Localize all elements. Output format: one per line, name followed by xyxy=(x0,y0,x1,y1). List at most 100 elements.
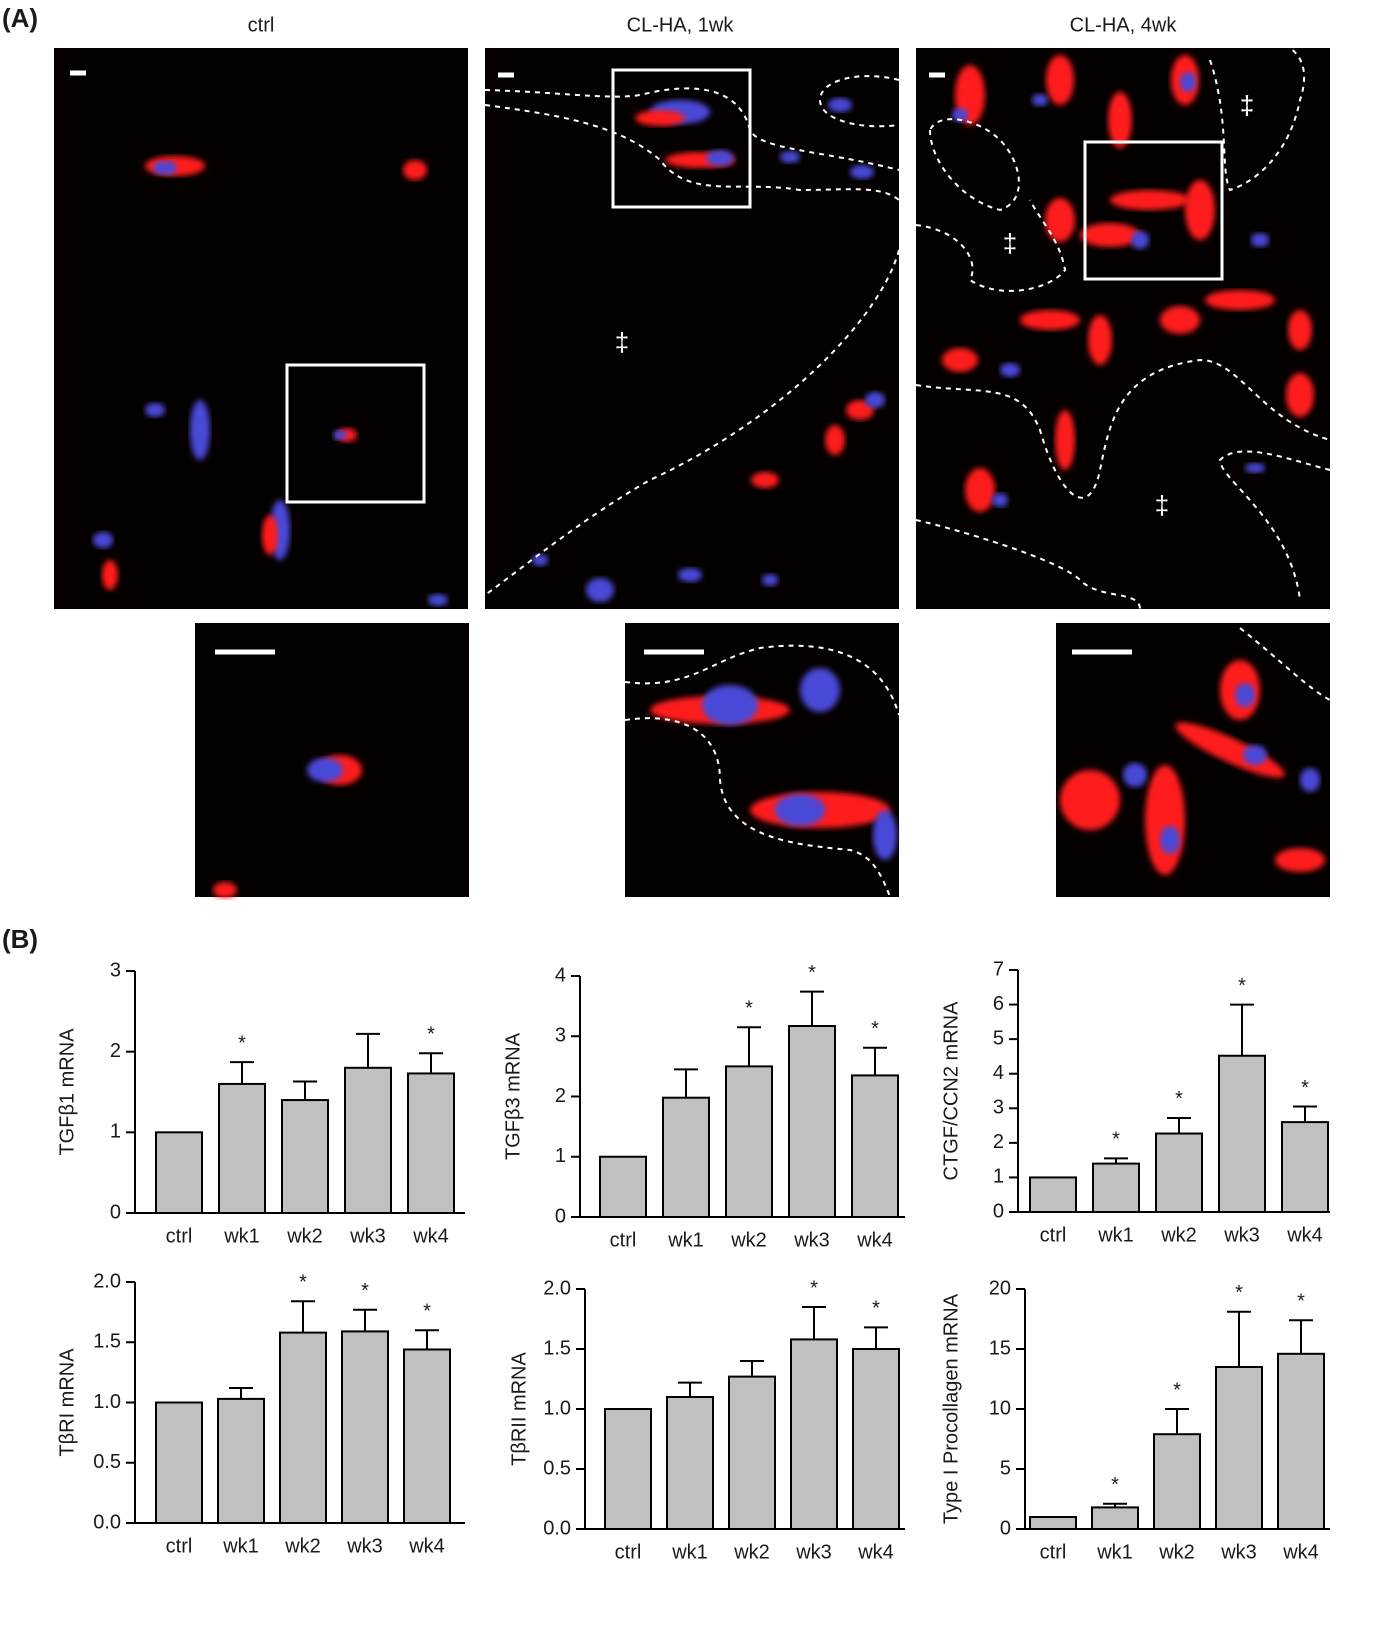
bar-chart: 0 1 2 3 TGFβ1 mRNA ctrl * wk1 wk2 wk3 * wk4 xyxy=(56,959,465,1247)
y-tick-label: 0.5 xyxy=(543,1457,571,1479)
bar xyxy=(155,1401,203,1524)
panel-label: (B) xyxy=(2,924,38,954)
dagger: ‡ xyxy=(1155,490,1169,520)
significance-mark: * xyxy=(1112,1129,1120,1151)
micrograph-inset xyxy=(195,623,469,898)
bar xyxy=(344,1066,392,1215)
x-tick-label: wk4 xyxy=(856,1229,893,1251)
micrograph-inset xyxy=(624,623,900,898)
significance-mark: * xyxy=(808,962,816,984)
x-tick-label: wk2 xyxy=(1160,1224,1197,1246)
y-tick-label: 1.0 xyxy=(93,1391,121,1413)
x-tick-label: wk3 xyxy=(1220,1541,1257,1563)
significance-mark: * xyxy=(810,1277,818,1299)
x-tick-label: wk1 xyxy=(667,1229,704,1251)
bar-chart: 0 1 2 3 4 TGFβ3 mRNA ctrl wk1 * wk2 * wk3 * wk4 xyxy=(502,962,905,1251)
y-tick-label: 1.5 xyxy=(93,1331,121,1353)
y-tick-label: 20 xyxy=(989,1277,1011,1299)
x-tick-label: ctrl xyxy=(166,1535,193,1557)
y-axis-label: TβRI mRNA xyxy=(56,1348,78,1457)
y-tick-label: 5 xyxy=(993,1027,1004,1049)
x-tick-label: wk3 xyxy=(349,1225,386,1247)
x-tick-label: wk1 xyxy=(223,1225,260,1247)
significance-mark: * xyxy=(361,1280,369,1302)
x-tick-label: wk2 xyxy=(286,1225,323,1247)
y-tick-label: 0 xyxy=(993,1200,1004,1222)
condition-label: ctrl xyxy=(248,14,275,36)
bar xyxy=(662,1096,710,1218)
significance-mark: * xyxy=(299,1272,307,1294)
significance-mark: * xyxy=(423,1300,431,1322)
bar xyxy=(279,1331,327,1524)
micrograph xyxy=(915,47,1331,610)
significance-mark: * xyxy=(1111,1474,1119,1496)
bar xyxy=(1029,1176,1077,1214)
y-tick-label: 0 xyxy=(1000,1517,1011,1539)
x-tick-label: wk1 xyxy=(671,1541,708,1563)
x-tick-label: wk3 xyxy=(1223,1224,1260,1246)
y-tick-label: 1 xyxy=(555,1145,566,1167)
x-tick-label: wk1 xyxy=(1097,1224,1134,1246)
bar xyxy=(666,1396,714,1530)
condition-label: CL-HA, 4wk xyxy=(1070,14,1178,36)
x-tick-label: wk4 xyxy=(1286,1224,1323,1246)
micrograph xyxy=(484,48,900,609)
bar xyxy=(1218,1054,1266,1214)
micrograph xyxy=(54,48,468,609)
bar xyxy=(155,1131,203,1215)
y-axis-label: TGFβ3 mRNA xyxy=(502,1032,524,1160)
x-tick-label: ctrl xyxy=(1040,1224,1067,1246)
significance-mark: * xyxy=(871,1018,879,1040)
y-tick-label: 0.0 xyxy=(543,1517,571,1539)
dagger: ‡ xyxy=(1003,228,1017,258)
bar xyxy=(725,1065,773,1218)
y-tick-label: 0 xyxy=(110,1201,121,1223)
bar xyxy=(1215,1366,1263,1530)
y-tick-label: 1 xyxy=(993,1166,1004,1188)
y-tick-label: 5 xyxy=(1000,1457,1011,1479)
x-tick-label: ctrl xyxy=(615,1541,642,1563)
dagger: ‡ xyxy=(1240,90,1254,120)
y-tick-label: 15 xyxy=(989,1337,1011,1359)
significance-mark: * xyxy=(1297,1290,1305,1312)
bar xyxy=(1153,1433,1201,1530)
x-tick-label: wk1 xyxy=(222,1535,259,1557)
x-tick-label: ctrl xyxy=(166,1225,193,1247)
significance-mark: * xyxy=(238,1032,246,1054)
bar-chart: 0 5 10 15 20 Type I Procollagen mRNA ctrl * wk1 *… xyxy=(940,1277,1330,1563)
significance-mark: * xyxy=(1235,1282,1243,1304)
x-tick-label: wk4 xyxy=(408,1535,445,1557)
y-tick-label: 1 xyxy=(110,1121,121,1143)
y-tick-label: 3 xyxy=(110,959,121,981)
x-tick-label: wk4 xyxy=(412,1225,449,1247)
x-tick-label: wk2 xyxy=(730,1229,767,1251)
x-tick-label: wk3 xyxy=(346,1535,383,1557)
y-tick-label: 0 xyxy=(555,1205,566,1227)
bar xyxy=(1092,1162,1140,1213)
bar xyxy=(1155,1132,1203,1213)
significance-mark: * xyxy=(872,1298,880,1320)
y-axis-label: CTGF/CCN2 mRNA xyxy=(940,1001,962,1181)
bar xyxy=(217,1397,265,1525)
y-tick-label: 7 xyxy=(993,958,1004,980)
bar xyxy=(403,1348,451,1524)
bar xyxy=(407,1072,455,1214)
y-axis-label: Type I Procollagen mRNA xyxy=(940,1293,962,1524)
y-tick-label: 1.0 xyxy=(543,1397,571,1419)
bar xyxy=(1029,1516,1077,1530)
significance-mark: * xyxy=(1173,1379,1181,1401)
x-tick-label: wk3 xyxy=(795,1541,832,1563)
dagger: ‡ xyxy=(615,327,629,357)
significance-mark: * xyxy=(1175,1088,1183,1110)
bar xyxy=(281,1099,329,1214)
x-tick-label: wk4 xyxy=(857,1541,894,1563)
bar xyxy=(218,1082,266,1215)
y-tick-label: 0.5 xyxy=(93,1451,121,1473)
bar xyxy=(599,1155,647,1218)
bar xyxy=(728,1375,776,1530)
x-tick-label: wk3 xyxy=(793,1229,830,1251)
x-tick-label: wk1 xyxy=(1096,1541,1133,1563)
significance-mark: * xyxy=(1238,975,1246,997)
dagger: ‡ xyxy=(1240,90,1254,120)
